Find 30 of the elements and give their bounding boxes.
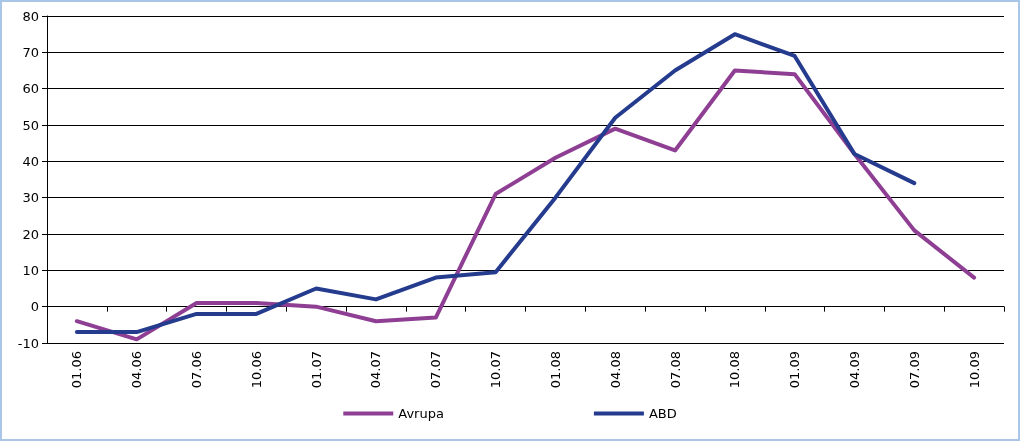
y-tick-label: 80 bbox=[22, 8, 39, 24]
x-tick-label: 04.06 bbox=[129, 351, 145, 389]
y-tick-label: 60 bbox=[22, 81, 39, 97]
legend-label: Avrupa bbox=[398, 406, 444, 421]
x-tick-label: 07.06 bbox=[189, 351, 205, 389]
x-tick-label: 07.09 bbox=[906, 351, 922, 389]
x-tick-label: 04.08 bbox=[607, 351, 623, 389]
x-tick-label: 01.08 bbox=[547, 351, 563, 389]
x-tick-label: 07.07 bbox=[428, 351, 444, 389]
y-tick-label: 20 bbox=[22, 226, 39, 242]
y-tick-label: 40 bbox=[22, 153, 39, 169]
x-tick-label: 01.07 bbox=[308, 351, 324, 389]
x-tick-label: 01.06 bbox=[69, 351, 85, 389]
line-series bbox=[74, 32, 917, 335]
x-tick-label: 04.09 bbox=[846, 351, 862, 389]
y-tick-label: 50 bbox=[22, 117, 39, 133]
x-tick-label: 07.08 bbox=[667, 351, 683, 389]
y-tick-label: 30 bbox=[22, 190, 39, 206]
line-series bbox=[74, 68, 977, 342]
y-tick-label: 70 bbox=[22, 44, 39, 60]
y-tick-label: 0 bbox=[30, 299, 39, 315]
x-tick-label: 10.09 bbox=[966, 351, 982, 389]
x-tick-label: 10.06 bbox=[248, 351, 264, 389]
y-tick-label: 10 bbox=[22, 262, 39, 278]
x-tick-label: 10.07 bbox=[488, 351, 504, 389]
x-tick-label: 10.08 bbox=[727, 351, 743, 389]
x-tick-label: 04.07 bbox=[368, 351, 384, 389]
y-tick-label: -10 bbox=[17, 335, 39, 351]
legend-label: ABD bbox=[648, 406, 677, 421]
x-tick-label: 01.09 bbox=[787, 351, 803, 389]
